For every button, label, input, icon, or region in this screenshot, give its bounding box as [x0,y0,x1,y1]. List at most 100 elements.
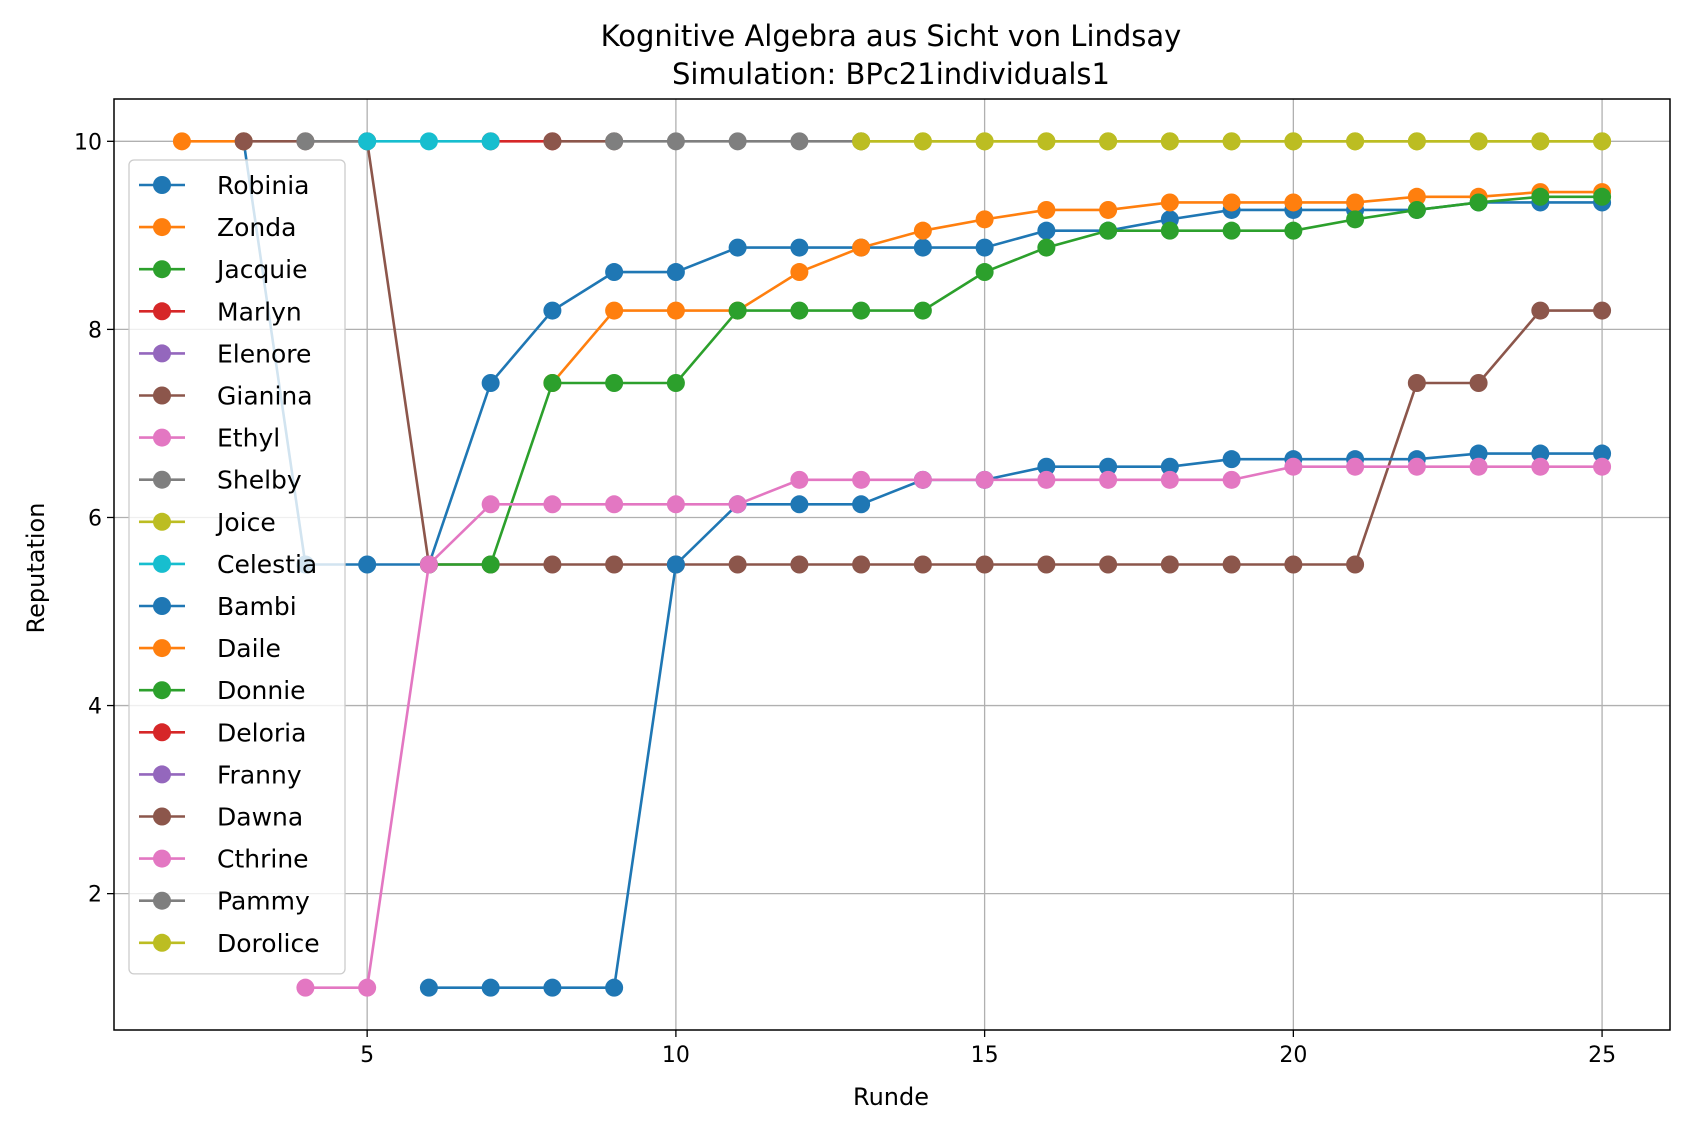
data-point-dorolice [1593,132,1612,151]
x-tick-label: 10 [662,1043,690,1068]
legend-marker-joice [153,512,171,531]
data-point-daile [790,263,809,282]
data-point-dorolice [975,132,994,151]
data-point-donnie [913,301,932,320]
y-tick-label: 10 [74,130,102,155]
data-point-pammy [605,132,624,151]
data-point-dorolice [852,132,871,151]
legend-item-joice: Joice [139,508,276,537]
legend-marker-dorolice [153,933,171,952]
legend-item-bambi: Bambi [139,592,297,621]
data-point-daile [913,221,932,240]
legend-item-dawna: Dawna [139,803,303,832]
series-layer [172,132,1612,997]
legend-label-dorolice: Dorolice [217,929,320,958]
data-point-daile [1160,193,1179,212]
legend-item-marlyn: Marlyn [139,297,302,326]
data-point-zonda [172,132,191,151]
legend-item-deloria: Deloria [139,718,306,747]
data-point-robinia [605,263,624,282]
legend-item-ethyl: Ethyl [139,424,280,453]
data-point-daile [605,301,624,320]
x-axis-label: Runde [853,1083,929,1111]
data-point-gianina [728,555,747,574]
legend-marker-ethyl [153,428,171,447]
legend: Robinia Zonda Jacquie Marlyn Elenore Gianina E… [128,159,346,975]
data-point-donnie [1099,221,1118,240]
x-tick-label: 20 [1279,1043,1307,1068]
data-point-gianina [234,132,253,151]
series-line-daile [551,190,1603,384]
legend-marker-zonda [153,218,171,237]
legend-item-daile: Daile [139,634,281,663]
data-point-cthrine [1531,457,1550,476]
data-point-robinia [481,374,500,392]
legend-label-pammy: Pammy [217,887,310,916]
legend-label-dawna: Dawna [217,803,303,832]
y-tick-label: 8 [88,318,102,343]
data-point-donnie [975,263,994,282]
data-point-pammy [790,132,809,151]
data-point-bambi [1469,444,1488,463]
legend-marker-donnie [153,681,171,700]
data-point-cthrine [728,495,747,514]
data-point-donnie [1593,187,1612,206]
legend-item-cthrine: Cthrine [139,845,309,874]
legend-label-marlyn: Marlyn [217,297,302,326]
data-point-cthrine [1037,470,1056,489]
data-point-bambi [419,978,438,997]
data-point-dorolice [1407,132,1426,151]
legend-item-dorolice: Dorolice [139,929,320,958]
data-point-celestia [358,132,377,151]
data-point-donnie [1531,187,1550,206]
data-point-bambi [1222,450,1241,469]
data-point-gianina [1037,555,1056,574]
data-point-cthrine [1222,470,1241,489]
data-point-daile [1222,193,1241,212]
legend-label-elenore: Elenore [217,339,311,368]
legend-label-deloria: Deloria [217,718,306,747]
x-axis-ticks: 5 10 15 20 25 [360,1030,1616,1068]
legend-item-zonda: Zonda [139,213,296,242]
series-line-bambi [428,452,1603,989]
data-point-daile [1407,187,1426,206]
data-point-gianina [975,555,994,574]
data-point-bambi [1037,457,1056,476]
data-point-donnie [790,301,809,320]
series-pammy [605,132,871,151]
data-point-donnie [1346,210,1365,229]
series-cthrine [296,457,1612,997]
legend-label-gianina: Gianina [217,382,313,411]
data-point-donnie [1222,221,1241,240]
data-point-robinia [790,238,809,257]
legend-item-elenore: Elenore [139,339,311,368]
legend-item-donnie: Donnie [139,676,306,705]
data-point-gianina [852,555,871,574]
series-celestia [358,132,500,151]
data-point-daile [1099,200,1118,219]
data-point-bambi [1593,444,1612,463]
y-tick-label: 6 [88,506,102,531]
data-point-cthrine [358,978,377,997]
legend-marker-bambi [153,597,171,615]
legend-marker-celestia [153,554,171,573]
data-point-cthrine [296,978,315,997]
data-point-cthrine [1284,457,1303,476]
legend-marker-daile [153,639,171,658]
legend-label-shelby: Shelby [217,466,302,495]
data-point-celestia [481,132,500,151]
data-point-gianina [605,555,624,574]
data-point-dawna [543,132,562,151]
data-point-robinia [543,301,562,320]
series-line-gianina [243,140,1603,566]
data-point-gianina [790,555,809,574]
data-point-bambi [481,978,500,997]
series-line-donnie [428,195,1603,566]
data-point-gianina [1469,374,1488,392]
data-point-pammy [666,132,685,151]
data-point-daile [1037,200,1056,219]
data-point-gianina [1407,374,1426,392]
legend-marker-deloria [153,723,171,742]
legend-label-cthrine: Cthrine [217,845,309,874]
